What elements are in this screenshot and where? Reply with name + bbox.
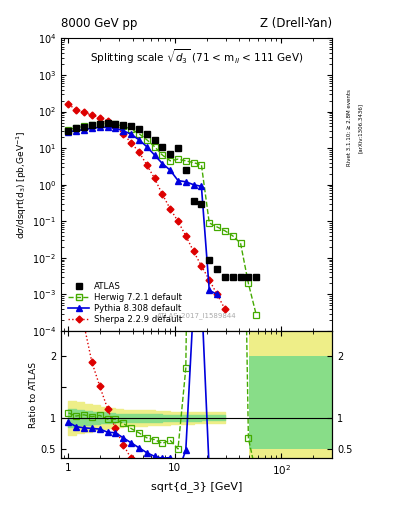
Y-axis label: d$\sigma$/dsqrt($\mathregular{d_3}$) [pb,GeV$^{-1}$]: d$\sigma$/dsqrt($\mathregular{d_3}$) [pb… [15,131,29,239]
Text: 8000 GeV pp: 8000 GeV pp [61,17,137,30]
Legend: ATLAS, Herwig 7.2.1 default, Pythia 8.308 default, Sherpa 2.2.9 default: ATLAS, Herwig 7.2.1 default, Pythia 8.30… [65,279,184,327]
X-axis label: sqrt{d_3} [GeV]: sqrt{d_3} [GeV] [151,481,242,492]
Text: Rivet 3.1.10; ≥ 2.8M events: Rivet 3.1.10; ≥ 2.8M events [347,90,352,166]
Bar [249,356,339,449]
Text: Splitting scale $\sqrt{d_3}$ (71 < m$_{ll}$ < 111 GeV): Splitting scale $\sqrt{d_3}$ (71 < m$_{l… [90,47,303,66]
Text: [arXiv:1306.3436]: [arXiv:1306.3436] [358,103,363,153]
Text: Z (Drell-Yan): Z (Drell-Yan) [260,17,332,30]
Text: ATLAS_2017_I1589844: ATLAS_2017_I1589844 [157,312,236,319]
Y-axis label: Ratio to ATLAS: Ratio to ATLAS [29,361,38,428]
